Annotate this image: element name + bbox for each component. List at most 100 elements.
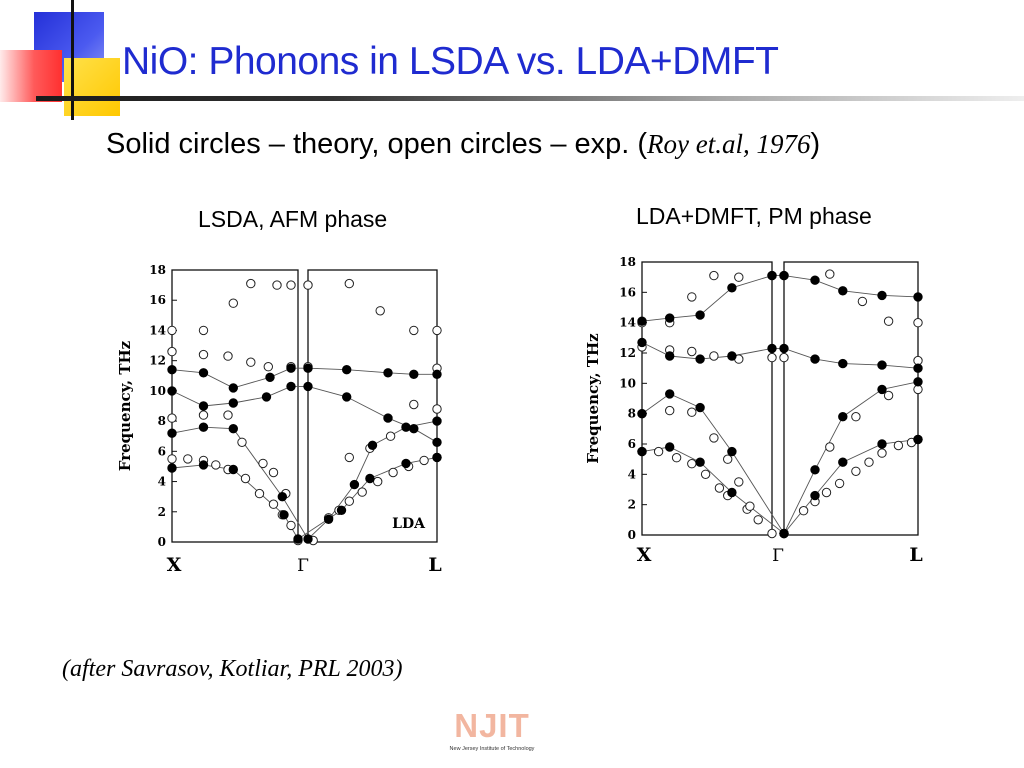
- theory-point-filled-circle: [727, 446, 737, 457]
- theory-branch-line: [641, 381, 919, 535]
- theory-point-filled-circle: [810, 354, 820, 364]
- exp-point-open-circle: [167, 454, 177, 464]
- logo-wordmark: NJIT: [454, 707, 530, 744]
- exp-point-open-circle: [344, 452, 355, 463]
- exp-point-open-circle: [851, 412, 861, 422]
- exp-point-open-circle: [709, 270, 719, 281]
- theory-point-filled-circle: [664, 389, 675, 399]
- exp-point-open-circle: [344, 496, 355, 506]
- y-tick-label: 4: [628, 467, 636, 481]
- y-tick-label: 6: [628, 437, 636, 451]
- theory-point-filled-circle: [664, 351, 675, 361]
- theory-point-filled-circle: [228, 464, 239, 475]
- exp-point-open-circle: [709, 433, 719, 443]
- exp-point-open-circle: [240, 473, 251, 484]
- exp-point-open-circle: [198, 325, 209, 336]
- theory-point-filled-circle: [303, 534, 313, 544]
- theory-point-filled-circle: [432, 416, 442, 426]
- chart-lda-dmft-pm: 0 2 4 6 8 10 12 14 16 18 Frequency, THz X Γ L: [584, 255, 923, 566]
- theory-point-filled-circle: [228, 398, 239, 408]
- exp-point-open-circle: [851, 466, 861, 477]
- exp-point-open-circle: [432, 325, 442, 336]
- exp-point-open-circle: [198, 410, 209, 420]
- theory-point-filled-circle: [401, 458, 411, 469]
- exp-point-open-circle: [254, 488, 265, 499]
- theory-point-filled-circle: [198, 401, 209, 411]
- exp-point-open-circle: [767, 352, 777, 363]
- y-tick-label: 12: [619, 346, 636, 360]
- kpoint-label-x: X: [637, 544, 652, 566]
- theory-point-filled-circle: [265, 372, 275, 383]
- exp-point-open-circle: [723, 454, 733, 464]
- theory-point-filled-circle: [401, 422, 411, 432]
- exp-point-open-circle: [167, 325, 177, 336]
- exp-point-open-circle: [665, 405, 675, 416]
- exp-point-open-circle: [700, 469, 711, 480]
- theory-point-filled-circle: [341, 364, 352, 375]
- kpoint-label-gamma: Γ: [297, 556, 309, 576]
- theory-point-filled-circle: [877, 360, 887, 370]
- y-axis-label: Frequency, THz: [584, 333, 602, 464]
- y-tick-label: 8: [628, 407, 636, 421]
- exp-point-open-circle: [272, 280, 282, 290]
- theory-point-filled-circle: [810, 275, 820, 285]
- theory-point-filled-circle: [261, 392, 272, 402]
- theory-point-filled-circle: [838, 411, 848, 422]
- exp-point-open-circle: [753, 515, 763, 525]
- exp-point-open-circle: [167, 413, 177, 423]
- theory-point-filled-circle: [838, 457, 848, 467]
- y-axis-label: Frequency, THz: [116, 340, 134, 471]
- theory-point-filled-circle: [341, 392, 352, 402]
- exp-point-open-circle: [653, 446, 664, 457]
- theory-point-filled-circle: [228, 383, 239, 393]
- theory-point-filled-circle: [228, 423, 239, 434]
- exp-point-open-circle: [779, 352, 789, 363]
- exp-point-open-circle: [385, 431, 396, 441]
- logo-tagline: New Jersey Institute of Technology: [449, 746, 535, 752]
- exp-point-open-circle: [237, 437, 247, 448]
- panel-x-gamma: [171, 269, 299, 543]
- theory-point-filled-circle: [727, 351, 737, 361]
- exp-point-open-circle: [409, 399, 419, 410]
- theory-branch-line: [641, 438, 919, 535]
- y-tick-label: 0: [158, 535, 166, 549]
- theory-point-filled-circle: [637, 446, 647, 457]
- exp-point-open-circle: [286, 520, 296, 531]
- theory-branch-line: [171, 385, 438, 443]
- y-tick-label: 18: [149, 263, 166, 277]
- theory-point-filled-circle: [664, 313, 675, 323]
- y-tick-label: 4: [158, 475, 166, 489]
- njit-logo: NJIT New Jersey Institute of Technology: [444, 708, 540, 756]
- exp-point-open-circle: [286, 280, 296, 290]
- exp-point-open-circle: [734, 477, 744, 487]
- subtitle-close: ): [810, 128, 821, 160]
- chart-title-lsda: LSDA, AFM phase: [198, 206, 388, 232]
- exp-point-open-circle: [246, 357, 256, 367]
- exp-point-open-circle: [825, 442, 835, 452]
- theory-point-filled-circle: [409, 369, 419, 380]
- theory-point-filled-circle: [336, 505, 347, 516]
- theory-point-filled-circle: [767, 270, 777, 281]
- panel-x-gamma: [641, 261, 773, 536]
- slide-subtitle: Solid circles – theory, open circles – e…: [106, 128, 820, 161]
- y-tick-label: 16: [619, 285, 636, 299]
- theory-point-filled-circle: [877, 384, 887, 395]
- theory-point-filled-circle: [432, 437, 442, 448]
- theory-point-filled-circle: [303, 381, 313, 392]
- theory-point-filled-circle: [913, 434, 923, 445]
- theory-point-filled-circle: [695, 457, 705, 467]
- theory-point-filled-circle: [167, 463, 177, 473]
- exp-point-open-circle: [375, 306, 385, 316]
- exp-point-open-circle: [821, 487, 832, 498]
- exp-point-open-circle: [228, 298, 239, 308]
- exp-point-open-circle: [714, 483, 725, 493]
- exp-point-open-circle: [167, 346, 177, 357]
- theory-point-filled-circle: [913, 377, 923, 387]
- exp-point-open-circle: [388, 467, 398, 478]
- theory-point-filled-circle: [838, 286, 848, 296]
- y-tick-label: 14: [149, 323, 166, 337]
- theory-branch-line: [641, 341, 919, 369]
- exp-point-open-circle: [211, 460, 221, 470]
- exp-point-open-circle: [223, 410, 233, 420]
- theory-point-filled-circle: [349, 479, 360, 490]
